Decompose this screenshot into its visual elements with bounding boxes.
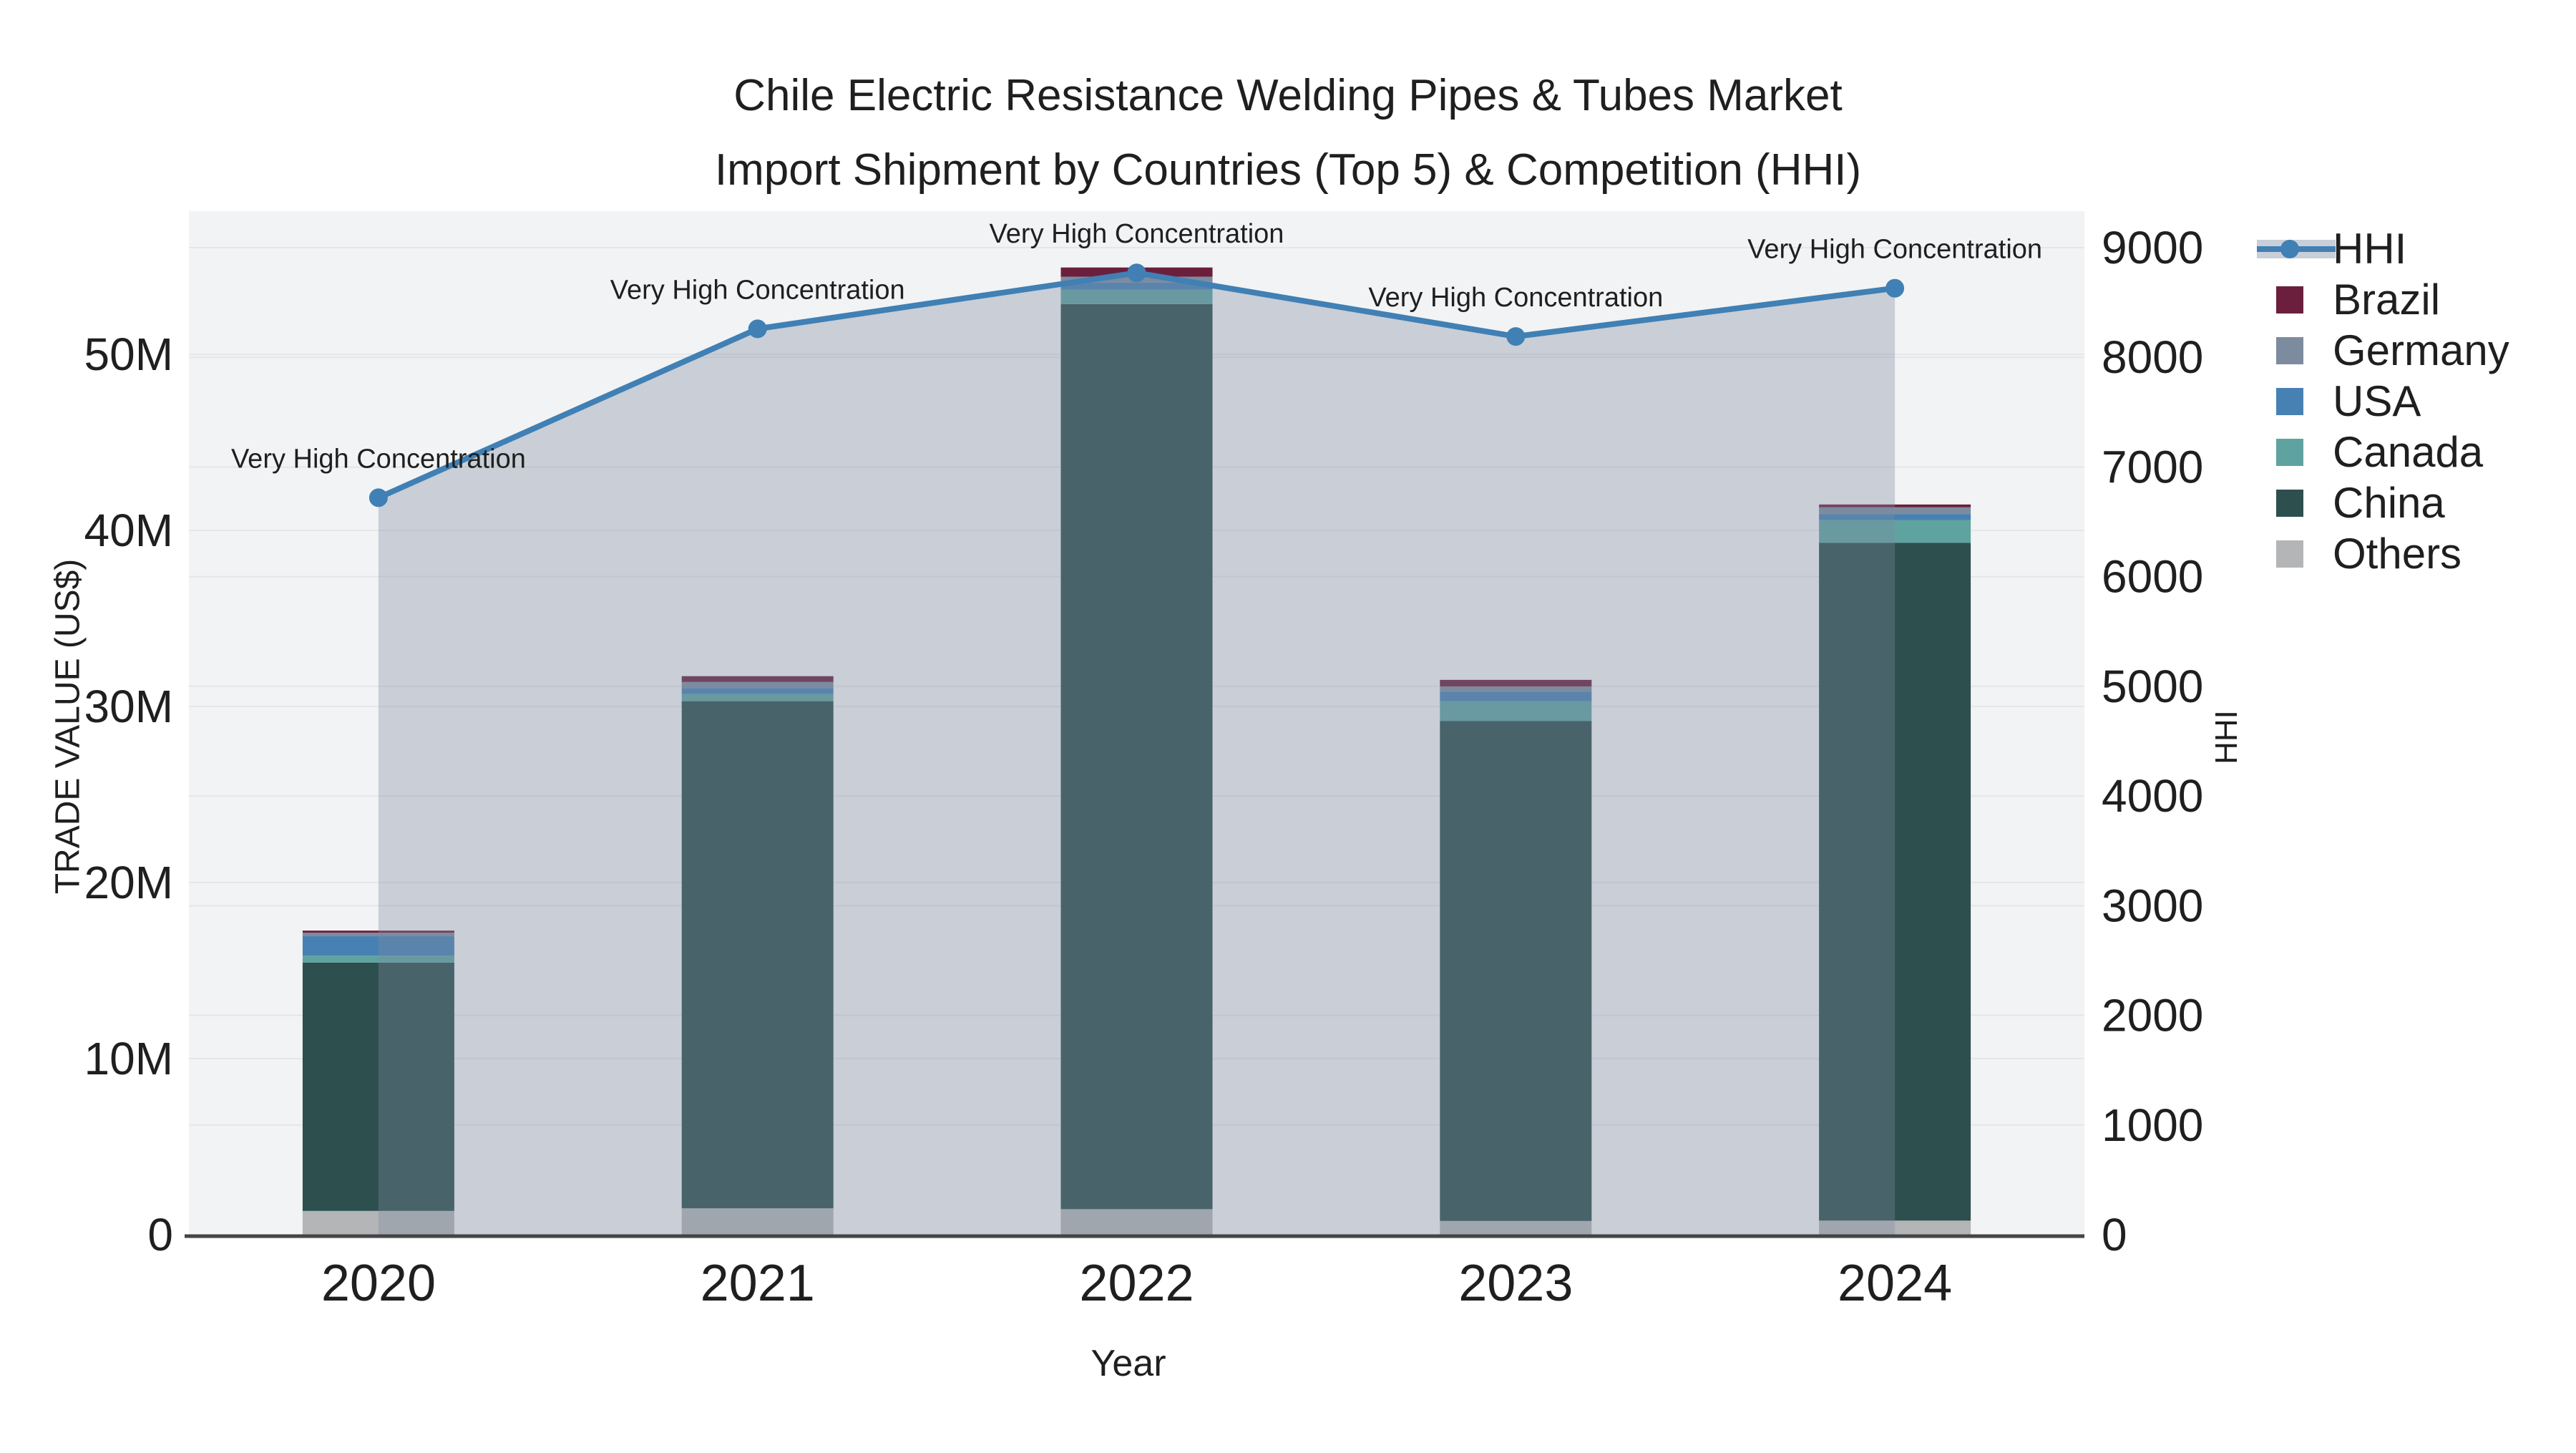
x-tick-2020: 2020 <box>321 1255 436 1312</box>
bar-segment-usa-2024 <box>1819 514 1971 520</box>
bar-segment-brazil-2021 <box>681 676 834 682</box>
y-left-tick-20M: 20M <box>84 857 174 908</box>
bar-segment-brazil-2023 <box>1440 679 1592 686</box>
legend-label-others: Others <box>2333 530 2462 578</box>
y-right-tick-0: 0 <box>2102 1209 2127 1260</box>
y-right-tick-9000: 9000 <box>2102 222 2203 273</box>
hhi-point-2021 <box>748 319 767 339</box>
annotation-2021: Very High Concentration <box>610 275 905 305</box>
bar-segment-china-2020 <box>302 962 454 1211</box>
y-right-tick-8000: 8000 <box>2102 331 2203 383</box>
y-left-tick-10M: 10M <box>84 1033 174 1084</box>
chart-title-line2: Import Shipment by Countries (Top 5) & C… <box>714 145 1862 195</box>
legend-label-canada: Canada <box>2333 428 2484 476</box>
y-right-tick-3000: 3000 <box>2102 880 2203 931</box>
brazil-swatch-icon <box>2267 286 2313 314</box>
bar-segment-canada-2021 <box>681 694 834 701</box>
hhi-point-2020 <box>369 488 388 507</box>
annotation-2022: Very High Concentration <box>990 219 1284 249</box>
legend-item-brazil[interactable]: Brazil <box>2267 274 2509 325</box>
y-right-tick-6000: 6000 <box>2102 551 2203 603</box>
bar-segment-china-2024 <box>1819 543 1971 1221</box>
annotation-2020: Very High Concentration <box>231 444 526 474</box>
bar-segment-china-2022 <box>1060 303 1213 1210</box>
x-tick-2024: 2024 <box>1838 1255 1952 1312</box>
hhi-point-2023 <box>1506 327 1526 346</box>
bar-segment-usa-2023 <box>1440 691 1592 701</box>
y-left-tick-40M: 40M <box>84 505 174 556</box>
others-swatch-icon <box>2267 540 2313 568</box>
legend-item-germany[interactable]: Germany <box>2267 325 2509 376</box>
y-left-tick-50M: 50M <box>84 329 174 380</box>
x-tick-2022: 2022 <box>1079 1255 1194 1312</box>
bar-segment-others-2023 <box>1440 1220 1592 1235</box>
legend-item-others[interactable]: Others <box>2267 528 2509 579</box>
annotation-2023: Very High Concentration <box>1368 283 1663 313</box>
bar-segment-germany-2023 <box>1440 686 1592 692</box>
y-right-tick-5000: 5000 <box>2102 661 2203 712</box>
y-right-tick-7000: 7000 <box>2102 441 2203 492</box>
y-left-tick-0: 0 <box>147 1209 173 1260</box>
bar-segment-canada-2022 <box>1060 289 1213 304</box>
y-left-tick-30M: 30M <box>84 681 174 732</box>
bar-segment-canada-2020 <box>302 956 454 963</box>
bar-segment-canada-2024 <box>1819 520 1971 543</box>
x-axis-title: Year <box>1091 1343 1166 1384</box>
legend-item-hhi[interactable]: HHI <box>2257 223 2509 274</box>
bar-segment-brazil-2020 <box>302 930 454 933</box>
y-right-tick-1000: 1000 <box>2102 1099 2203 1151</box>
chart-title-line1: Chile Electric Resistance Welding Pipes … <box>733 71 1843 120</box>
canada-swatch-icon <box>2267 438 2313 466</box>
y-axis-title-right: HHI <box>2209 710 2244 764</box>
bar-segment-china-2021 <box>681 701 834 1209</box>
usa-swatch-icon <box>2267 387 2313 415</box>
bar-segment-others-2024 <box>1819 1220 1971 1235</box>
legend-item-china[interactable]: China <box>2267 477 2509 528</box>
y-axis-title-left: TRADE VALUE (US$) <box>49 558 87 895</box>
bar-segment-usa-2020 <box>302 936 454 956</box>
legend-label-usa: USA <box>2333 377 2421 425</box>
bar-segment-brazil-2024 <box>1819 504 1971 507</box>
bar-segment-germany-2021 <box>681 681 834 689</box>
hhi-point-2024 <box>1885 278 1905 298</box>
bar-segment-usa-2022 <box>1060 282 1213 290</box>
bar-segment-usa-2021 <box>681 688 834 694</box>
bar-segment-others-2021 <box>681 1208 834 1235</box>
legend-label-china: China <box>2333 479 2445 527</box>
y-right-tick-4000: 4000 <box>2102 770 2203 822</box>
bar-segment-china-2023 <box>1440 721 1592 1221</box>
bar-segment-others-2020 <box>302 1210 454 1235</box>
hhi-line-swatch-icon <box>2257 235 2336 263</box>
legend-label-germany: Germany <box>2333 326 2509 374</box>
hhi-area-fill <box>378 273 1896 1235</box>
bar-segment-canada-2023 <box>1440 701 1592 721</box>
germany-swatch-icon <box>2267 336 2313 364</box>
bar-segment-germany-2024 <box>1819 507 1971 515</box>
x-tick-2023: 2023 <box>1458 1255 1573 1312</box>
annotation-2024: Very High Concentration <box>1747 235 2042 265</box>
x-tick-2021: 2021 <box>701 1255 815 1312</box>
legend-label-hhi: HHI <box>2333 225 2407 273</box>
bar-segment-germany-2020 <box>302 933 454 937</box>
y-right-tick-2000: 2000 <box>2102 990 2203 1041</box>
legend-item-usa[interactable]: USA <box>2267 376 2509 427</box>
bar-segment-others-2022 <box>1060 1209 1213 1235</box>
hhi-point-2022 <box>1127 263 1146 283</box>
legend: HHI Brazil Germany USA Canada China Others <box>2257 223 2509 579</box>
legend-item-canada[interactable]: Canada <box>2267 427 2509 477</box>
china-swatch-icon <box>2267 489 2313 517</box>
legend-label-brazil: Brazil <box>2333 276 2441 324</box>
